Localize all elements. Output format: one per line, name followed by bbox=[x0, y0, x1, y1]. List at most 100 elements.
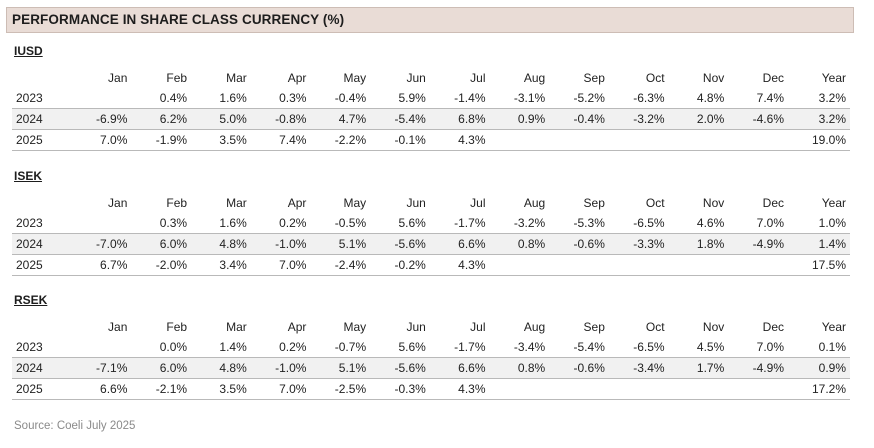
table-cell: -6.5% bbox=[608, 213, 669, 234]
table-cell: 7.0% bbox=[728, 213, 788, 234]
table-cell bbox=[71, 337, 132, 358]
column-header: Dec bbox=[762, 71, 784, 85]
row-year: 2024 bbox=[12, 108, 72, 130]
table-cell: 0.8% bbox=[489, 357, 550, 379]
column-header: Apr bbox=[287, 196, 307, 210]
row-year: 2023 bbox=[12, 88, 72, 109]
table-cell: 5.0% bbox=[191, 108, 251, 130]
column-header bbox=[12, 317, 72, 337]
table-cell bbox=[608, 129, 669, 151]
table-cell: 5.6% bbox=[370, 213, 430, 234]
performance-table: Jan Feb Mar Apr May Jun Jul Aug Sep Oct Nov Dec Year… bbox=[12, 68, 850, 151]
table-cell: 17.2% bbox=[788, 378, 850, 400]
table-cell: 1.8% bbox=[668, 233, 729, 255]
table-cell: -3.3% bbox=[608, 233, 669, 255]
column-header: Jul bbox=[470, 196, 486, 210]
table-cell: -5.6% bbox=[370, 357, 430, 379]
table-cell: -3.1% bbox=[489, 88, 550, 109]
table-cell: 0.0% bbox=[131, 337, 192, 358]
table-row: 2025 6.7% -2.0% 3.4% 7.0% -2.4% -0.2% 4.3% 17.5% bbox=[12, 254, 850, 276]
table-cell: 1.0% bbox=[788, 213, 850, 234]
performance-table: Jan Feb Mar Apr May Jun Jul Aug Sep Oct Nov Dec Year… bbox=[12, 317, 850, 400]
table-cell: -3.4% bbox=[608, 357, 669, 379]
table-cell: 4.6% bbox=[668, 213, 729, 234]
table-cell bbox=[668, 129, 729, 151]
table-cell: 4.3% bbox=[429, 129, 490, 151]
column-header: Year bbox=[821, 320, 846, 334]
table-cell: 17.5% bbox=[788, 254, 850, 276]
table-cell: 6.7% bbox=[71, 254, 132, 276]
page-title: PERFORMANCE IN SHARE CLASS CURRENCY (%) bbox=[6, 7, 854, 33]
column-header: Year bbox=[821, 196, 846, 210]
column-header: Jun bbox=[406, 320, 426, 334]
table-cell: 6.2% bbox=[131, 108, 192, 130]
row-year: 2025 bbox=[12, 378, 72, 400]
column-header: Dec bbox=[762, 196, 784, 210]
table-cell bbox=[549, 378, 609, 400]
table-cell: 7.4% bbox=[728, 88, 788, 109]
table-cell: -6.3% bbox=[608, 88, 669, 109]
table-cell: -5.3% bbox=[549, 213, 609, 234]
table-cell: 7.0% bbox=[71, 129, 132, 151]
table-cell: -0.2% bbox=[370, 254, 430, 276]
table-cell: -1.0% bbox=[250, 357, 311, 379]
column-header: Aug bbox=[523, 320, 546, 334]
table-cell: 5.1% bbox=[310, 357, 371, 379]
table-cell: 4.3% bbox=[429, 378, 490, 400]
table-cell bbox=[668, 378, 729, 400]
column-header: May bbox=[343, 196, 367, 210]
column-header: Jul bbox=[470, 320, 486, 334]
column-header: Nov bbox=[702, 320, 725, 334]
table-cell: 3.5% bbox=[191, 378, 251, 400]
header-row: Jan Feb Mar Apr May Jun Jul Aug Sep Oct Nov Dec Year bbox=[12, 193, 850, 213]
table-cell: 4.8% bbox=[191, 233, 251, 255]
table-cell: -3.4% bbox=[489, 337, 550, 358]
table-cell: 6.0% bbox=[131, 233, 192, 255]
table-cell: 5.9% bbox=[370, 88, 430, 109]
table-cell: 6.6% bbox=[71, 378, 132, 400]
table-cell: -5.2% bbox=[549, 88, 609, 109]
row-year: 2023 bbox=[12, 337, 72, 358]
column-header: Nov bbox=[702, 71, 725, 85]
share-class-label: ISEK bbox=[14, 169, 43, 183]
table-cell: -4.6% bbox=[728, 108, 788, 130]
table-cell: -2.4% bbox=[310, 254, 371, 276]
table-row: 2024 -7.0% 6.0% 4.8% -1.0% 5.1% -5.6% 6.6% 0.8% -… bbox=[12, 233, 850, 255]
table-cell: 7.0% bbox=[250, 254, 311, 276]
table-cell: -0.6% bbox=[549, 357, 609, 379]
table-cell: 6.0% bbox=[131, 357, 192, 379]
table-cell: 0.2% bbox=[250, 213, 311, 234]
table-cell: -5.4% bbox=[370, 108, 430, 130]
table-cell: -1.7% bbox=[429, 213, 490, 234]
column-header: Mar bbox=[226, 320, 247, 334]
row-year: 2025 bbox=[12, 254, 72, 276]
column-header: May bbox=[343, 320, 367, 334]
column-header: May bbox=[343, 71, 367, 85]
table-cell bbox=[489, 378, 550, 400]
column-header: Sep bbox=[583, 71, 605, 85]
column-header: Nov bbox=[702, 196, 725, 210]
column-header: Oct bbox=[645, 71, 665, 85]
column-header: Mar bbox=[226, 71, 247, 85]
table-cell bbox=[728, 129, 788, 151]
column-header: Apr bbox=[287, 320, 307, 334]
table-cell: -0.7% bbox=[310, 337, 371, 358]
table-cell: 4.8% bbox=[191, 357, 251, 379]
column-header: Apr bbox=[287, 71, 307, 85]
source-note: Source: Coeli July 2025 bbox=[14, 420, 136, 432]
table-cell bbox=[549, 129, 609, 151]
column-header: Aug bbox=[523, 71, 546, 85]
table-cell: 4.5% bbox=[668, 337, 729, 358]
table-cell: 0.9% bbox=[788, 357, 850, 379]
row-year: 2025 bbox=[12, 129, 72, 151]
table-cell: 3.2% bbox=[788, 88, 850, 109]
column-header: Jun bbox=[406, 71, 426, 85]
table-cell: -3.2% bbox=[608, 108, 669, 130]
table-cell: -0.3% bbox=[370, 378, 430, 400]
table-cell: 5.1% bbox=[310, 233, 371, 255]
column-header: Jan bbox=[108, 196, 128, 210]
column-header: Jul bbox=[470, 71, 486, 85]
table-cell: -5.4% bbox=[549, 337, 609, 358]
table-cell: -6.5% bbox=[608, 337, 669, 358]
table-cell: -1.7% bbox=[429, 337, 490, 358]
